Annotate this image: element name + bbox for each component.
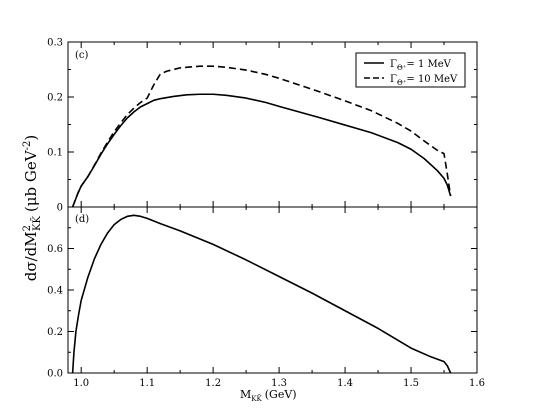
svg-text:dσ/dM2KK̄(μb GeV-2): dσ/dM2KK̄ (μb GeV-2) (22, 135, 43, 281)
panel-c-ticks: 0 0.1 0.2 0.3 (47, 38, 478, 214)
y-axis-label: dσ/dM2KK̄ (μb GeV-2) (22, 135, 43, 281)
x-label-sub: KK̄ (251, 394, 262, 403)
legend-box (355, 52, 466, 88)
panel-d-ticks: 0.0 0.2 0.4 0.6 (47, 207, 478, 380)
y-label-main: dσ/dM (22, 231, 40, 281)
x-tick-label: 1.6 (469, 378, 485, 389)
x-tick-label: 1.3 (271, 378, 287, 389)
panel-d-frame (67, 206, 478, 374)
x-label-main: M (240, 388, 251, 401)
panel-d-y-tick-label: 0.0 (47, 369, 63, 380)
panel-d-y-tick-label: 0.2 (47, 327, 63, 338)
legend-entry-2-text: = 10 MeV (406, 74, 458, 85)
panel-d: 0.0 0.2 0.4 0.6 (d) (47, 206, 478, 380)
panel-c-tag: (c) (75, 50, 89, 61)
x-label-units: (GeV) (265, 388, 297, 401)
panel-d-y-tick-label: 0.4 (47, 286, 63, 297)
legend-entry-2: ΓΘ⁺= 10 MeV (390, 74, 458, 87)
legend: ΓΘ⁺= 1 MeV ΓΘ⁺= 10 MeV (355, 52, 466, 88)
panel-c-series-solid (71, 93, 452, 208)
panel-d-tag: (d) (75, 214, 89, 225)
y-label-close: ) (22, 135, 40, 141)
legend-entry-2-subscript: Θ⁺ (397, 79, 407, 87)
panel-c: 00.10.20.3 (c) ΓΘ⁺= 1 MeV ΓΘ⁺= 10 MeV (47, 38, 478, 214)
panel-d-series-solid (71, 214, 452, 374)
legend-entry-1: ΓΘ⁺= 1 MeV (390, 59, 452, 72)
y-label-units-sup: -2 (22, 141, 33, 151)
panel-c-series (71, 65, 452, 208)
panel-d-y-tick-label: 0.6 (47, 244, 63, 255)
y-label-units: (μb GeV (22, 149, 40, 212)
legend-entry-2-symbol: Γ (390, 74, 397, 85)
y-label-sup: 2 (22, 225, 33, 231)
panel-c-y-tick-label: 0.2 (47, 93, 63, 104)
x-tick-label: 1.2 (205, 378, 221, 389)
y-label-sub: KK̄ (31, 216, 43, 231)
x-tick-label: 1.4 (337, 378, 353, 389)
panel-d-series (71, 214, 452, 374)
legend-entry-1-subscript: Θ⁺ (397, 64, 407, 72)
x-tick-label: 1.1 (139, 378, 155, 389)
x-tick-label: 1.5 (403, 378, 419, 389)
legend-entry-1-symbol: Γ (390, 59, 397, 70)
x-tick-labels: 1.0 1.1 1.2 1.3 1.4 1.5 1.6 (73, 378, 485, 389)
panel-c-y-tick-label: 0.3 (47, 38, 63, 49)
panel-c-y-tick-label: 0 (57, 203, 63, 214)
x-tick-label: 1.0 (73, 378, 89, 389)
x-axis-label: MKK̄ (GeV) (240, 388, 297, 403)
panel-c-series-dashed (71, 65, 452, 208)
legend-entry-1-text: = 1 MeV (406, 59, 451, 70)
panel-c-y-tick-label: 0.1 (47, 148, 63, 159)
